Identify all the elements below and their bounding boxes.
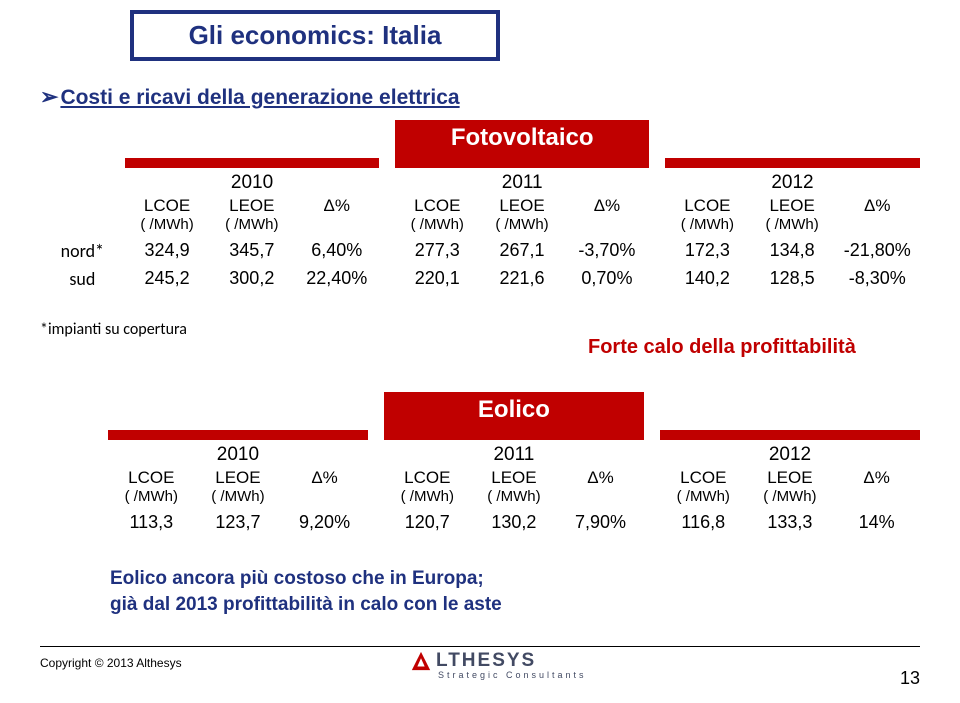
col-header: Δ% [833, 468, 920, 509]
logo-a-icon [410, 650, 432, 672]
cell: 130,2 [471, 509, 558, 536]
title-box: Gli economics: Italia [130, 10, 500, 61]
table-row: sud 245,2 300,2 22,40% 220,1 221,6 0,70%… [40, 265, 920, 293]
cell: 113,3 [108, 509, 195, 536]
col-header: LCOE( /MWh) [125, 196, 210, 237]
col-header: Δ% [834, 196, 920, 237]
footnote: *impianti su copertura [40, 320, 187, 339]
cell: -8,30% [834, 265, 920, 293]
col-header: LCOE( /MWh) [108, 468, 195, 509]
year-header: 2010 [108, 440, 368, 468]
year-header: 2012 [660, 440, 920, 468]
cell: 6,40% [294, 237, 379, 265]
cell: 7,90% [557, 509, 644, 536]
col-header: Δ% [564, 196, 649, 237]
cell: 277,3 [395, 237, 480, 265]
col-header: LEOE( /MWh) [209, 196, 294, 237]
col-header: LEOE( /MWh) [750, 196, 835, 237]
bullet-arrow-icon: ➢ [40, 84, 58, 110]
subtitle-row: ➢ Costi e ricavi della generazione elett… [40, 84, 460, 110]
row-label: sud [40, 265, 125, 293]
cell: 14% [833, 509, 920, 536]
col-header: LCOE( /MWh) [384, 468, 471, 509]
cell: 133,3 [747, 509, 834, 536]
cell: 245,2 [125, 265, 210, 293]
col-header: Δ% [281, 468, 368, 509]
footer-divider [40, 646, 920, 647]
cell: 116,8 [660, 509, 747, 536]
col-header: Δ% [557, 468, 644, 509]
col-header: LEOE( /MWh) [195, 468, 282, 509]
table-row: 113,3 123,7 9,20% 120,7 130,2 7,90% 116,… [108, 509, 920, 536]
col-header: LEOE( /MWh) [471, 468, 558, 509]
year-header: 2011 [395, 168, 650, 196]
col-header: LCOE( /MWh) [660, 468, 747, 509]
row-label: nord* [40, 237, 125, 265]
cell: 128,5 [750, 265, 835, 293]
page-title: Gli economics: Italia [189, 20, 442, 50]
cell: 140,2 [665, 265, 750, 293]
table-title: Fotovoltaico [395, 120, 650, 158]
year-header: 2012 [665, 168, 920, 196]
eolico-note: Eolico ancora più costoso che in Europa;… [110, 566, 502, 617]
cell: 300,2 [209, 265, 294, 293]
col-header: LCOE( /MWh) [665, 196, 750, 237]
col-header: LCOE( /MWh) [395, 196, 480, 237]
fotovoltaico-table: Fotovoltaico 2010 2011 2012 LCOE( /MWh) … [40, 120, 920, 293]
cell: 345,7 [209, 237, 294, 265]
cell: -3,70% [564, 237, 649, 265]
logo: LTHESYS [410, 650, 536, 672]
cell: 134,8 [750, 237, 835, 265]
table-row: nord* 324,9 345,7 6,40% 277,3 267,1 -3,7… [40, 237, 920, 265]
cell: 123,7 [195, 509, 282, 536]
cell: 172,3 [665, 237, 750, 265]
cell: 324,9 [125, 237, 210, 265]
cell: 120,7 [384, 509, 471, 536]
cell: 220,1 [395, 265, 480, 293]
col-header: Δ% [294, 196, 379, 237]
copyright: Copyright © 2013 Althesys [40, 656, 182, 670]
cell: 221,6 [480, 265, 565, 293]
cell: 0,70% [564, 265, 649, 293]
cell: 9,20% [281, 509, 368, 536]
logo-sub: Strategic Consultants [438, 670, 587, 680]
col-header: LEOE( /MWh) [747, 468, 834, 509]
subtitle: Costi e ricavi della generazione elettri… [60, 86, 459, 110]
col-header: LEOE( /MWh) [480, 196, 565, 237]
cell: 22,40% [294, 265, 379, 293]
year-header: 2010 [125, 168, 380, 196]
cell: 267,1 [480, 237, 565, 265]
cell: -21,80% [834, 237, 920, 265]
logo-text: LTHESYS [436, 650, 536, 672]
profitability-note: Forte calo della profittabilità [588, 336, 856, 359]
page-number: 13 [900, 668, 920, 689]
eolico-table: Eolico 2010 2011 2012 LCOE( /MWh) LEOE( … [108, 392, 920, 536]
year-header: 2011 [384, 440, 644, 468]
table-title: Eolico [384, 392, 644, 430]
